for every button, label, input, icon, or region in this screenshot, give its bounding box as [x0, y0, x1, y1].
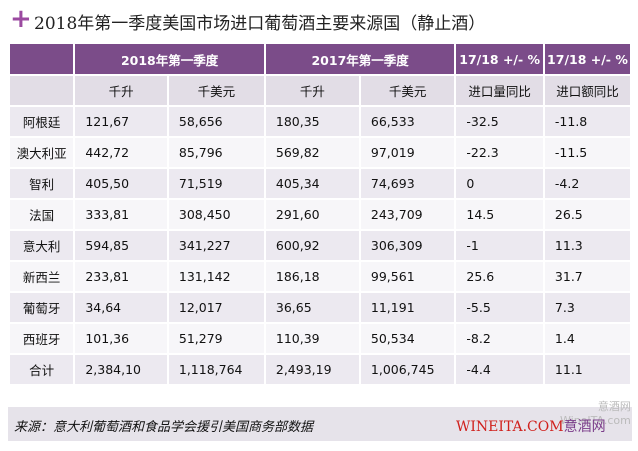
cell: 243,709: [358, 198, 457, 231]
cell: 186,18: [263, 260, 361, 293]
cell: -11.8: [542, 105, 633, 138]
sub-header: 千升: [263, 74, 361, 107]
cell: 180,35: [263, 105, 361, 138]
title: 2018年第一季度美国市场进口葡萄酒主要来源国（静止酒）: [34, 14, 486, 34]
row-label: 意大利: [7, 229, 76, 262]
cell: 11.1: [542, 353, 633, 386]
cell: 0: [454, 167, 545, 200]
cell: -4.4: [454, 353, 545, 386]
cell: 26.5: [542, 198, 633, 231]
cell: 31.7: [542, 260, 633, 293]
row-label: 智利: [7, 167, 76, 200]
cell: 74,693: [358, 167, 457, 200]
plus-icon: +: [10, 4, 32, 34]
watermark-site: WINEITA.COM: [456, 419, 564, 435]
sub-header: 进口量同比: [454, 74, 545, 107]
cell: 97,019: [358, 136, 457, 169]
sub-header: 千美元: [358, 74, 457, 107]
data-row: 葡萄牙 34,64 12,017 36,65 11,191 -5.5 7.3: [7, 291, 633, 324]
row-label: 新西兰: [7, 260, 76, 293]
cell: 308,450: [166, 198, 266, 231]
cell: 58,656: [166, 105, 266, 138]
ghost-name: 意酒网: [597, 400, 631, 413]
cell: 50,534: [358, 322, 457, 355]
data-row: 法国 333,81 308,450 291,60 243,709 14.5 26.5: [7, 198, 633, 231]
cell: -5.5: [454, 291, 545, 324]
cell: 233,81: [73, 260, 169, 293]
cell: 99,561: [358, 260, 457, 293]
cell: 594,85: [73, 229, 169, 262]
cell: 600,92: [263, 229, 361, 262]
row-label: 澳大利亚: [7, 136, 76, 169]
cell: 405,50: [73, 167, 169, 200]
cell: 36,65: [263, 291, 361, 324]
data-row: 新西兰 233,81 131,142 186,18 99,561 25.6 31.7: [7, 260, 633, 293]
cell: 2,493,19: [263, 353, 361, 386]
corner-cell: [7, 42, 76, 76]
cell: 569,82: [263, 136, 361, 169]
cell: -4.2: [542, 167, 633, 200]
cell: 14.5: [454, 198, 545, 231]
cell: 110,39: [263, 322, 361, 355]
data-row: 澳大利亚 442,72 85,796 569,82 97,019 -22.3 -11.5: [7, 136, 633, 169]
cell: 11.3: [542, 229, 633, 262]
cell: -32.5: [454, 105, 545, 138]
cell: 333,81: [73, 198, 169, 231]
cell: 71,519: [166, 167, 266, 200]
data-row: 合计 2,384,10 1,118,764 2,493,19 1,006,745 -4.4…: [7, 353, 633, 386]
cell: 2,384,10: [73, 353, 169, 386]
cell: -8.2: [454, 322, 545, 355]
data-row: 意大利 594,85 341,227 600,92 306,309 -1 11.3: [7, 229, 633, 262]
row-label: 西班牙: [7, 322, 76, 355]
group-header-row: 2018年第一季度 2017年第一季度 17/18 +/- % 17/18 +/- %: [7, 42, 633, 76]
row-label: 法国: [7, 198, 76, 231]
cell: -22.3: [454, 136, 545, 169]
cell: 442,72: [73, 136, 169, 169]
cell: -1: [454, 229, 545, 262]
cell: 1,006,745: [358, 353, 457, 386]
cell: 11,191: [358, 291, 457, 324]
cell: 121,67: [73, 105, 169, 138]
ghost-watermark: 意酒网 WineITA.com: [560, 400, 631, 428]
corner-cell: [7, 74, 76, 107]
title-bar: + 2018年第一季度美国市场进口葡萄酒主要来源国（静止酒）: [0, 0, 638, 40]
sub-header-row: 千升 千美元 千升 千美元 进口量同比 进口额同比: [7, 74, 633, 107]
cell: 1.4: [542, 322, 633, 355]
data-row: 阿根廷 121,67 58,656 180,35 66,533 -32.5 -11.8: [7, 105, 633, 138]
source-note: 来源：意大利葡萄酒和食品学会援引美国商务部数据: [14, 420, 314, 435]
ghost-site: WineITA.com: [560, 414, 631, 427]
cell: 101,36: [73, 322, 169, 355]
cell: 1,118,764: [166, 353, 266, 386]
cell: 405,34: [263, 167, 361, 200]
group-header: 17/18 +/- %: [542, 42, 633, 76]
cell: 306,309: [358, 229, 457, 262]
cell: 7.3: [542, 291, 633, 324]
group-header: 2018年第一季度: [73, 42, 266, 76]
sub-header: 进口额同比: [542, 74, 633, 107]
sub-header: 千美元: [166, 74, 266, 107]
cell: 131,142: [166, 260, 266, 293]
group-header: 17/18 +/- %: [454, 42, 545, 76]
watermark: WINEITA.COM意酒网: [456, 416, 606, 436]
data-table: 2018年第一季度 2017年第一季度 17/18 +/- % 17/18 +/- %…: [7, 42, 633, 386]
cell: 51,279: [166, 322, 266, 355]
cell: 341,227: [166, 229, 266, 262]
data-row: 智利 405,50 71,519 405,34 74,693 0 -4.2: [7, 167, 633, 200]
cell: 291,60: [263, 198, 361, 231]
row-label: 葡萄牙: [7, 291, 76, 324]
sub-header: 千升: [73, 74, 169, 107]
cell: 25.6: [454, 260, 545, 293]
cell: 66,533: [358, 105, 457, 138]
cell: -11.5: [542, 136, 633, 169]
cell: 85,796: [166, 136, 266, 169]
footer: 来源：意大利葡萄酒和食品学会援引美国商务部数据: [8, 407, 632, 441]
data-row: 西班牙 101,36 51,279 110,39 50,534 -8.2 1.4: [7, 322, 633, 355]
row-label: 合计: [7, 353, 76, 386]
cell: 12,017: [166, 291, 266, 324]
cell: 34,64: [73, 291, 169, 324]
group-header: 2017年第一季度: [263, 42, 457, 76]
watermark-name: 意酒网: [563, 419, 606, 435]
row-label: 阿根廷: [7, 105, 76, 138]
